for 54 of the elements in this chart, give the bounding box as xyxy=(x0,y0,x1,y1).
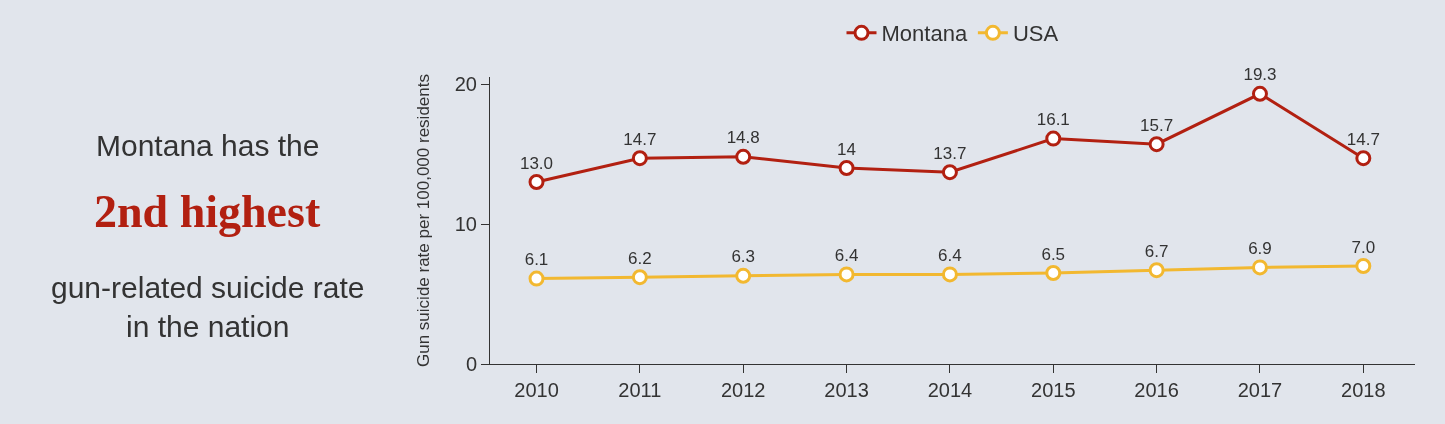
x-tick-label: 2012 xyxy=(720,379,766,401)
x-tick-label: 2014 xyxy=(927,379,973,401)
text: gun-related suicide rate in the nation xyxy=(51,271,365,343)
point xyxy=(631,269,648,286)
legend-label: Montana xyxy=(881,21,968,47)
data-label: 13.0 xyxy=(519,153,554,173)
x-tick-label: 2013 xyxy=(824,379,869,401)
text: 2nd highest xyxy=(94,186,321,237)
data-label: 16.1 xyxy=(1036,110,1070,130)
y-tick-label: 0 xyxy=(465,353,477,375)
point xyxy=(1251,85,1268,102)
y-tick-label: 10 xyxy=(454,213,477,235)
point xyxy=(631,150,648,167)
point xyxy=(838,266,855,283)
text: Montana has the xyxy=(96,129,320,162)
point xyxy=(1045,130,1062,147)
data-label: 14.8 xyxy=(726,128,760,148)
data-label: 14.7 xyxy=(1346,129,1380,149)
x-tick-label: 2017 xyxy=(1237,379,1283,401)
x-tick-label: 2010 xyxy=(514,379,559,401)
point xyxy=(528,174,545,190)
data-label: 7.0 xyxy=(1351,237,1376,257)
point xyxy=(1355,150,1372,167)
x-tick-label: 2011 xyxy=(618,379,662,401)
x-tick-label: 2018 xyxy=(1341,379,1386,401)
y-tick-label: 20 xyxy=(454,73,477,95)
x-tick-label: 2016 xyxy=(1134,379,1179,401)
data-label: 19.3 xyxy=(1243,65,1277,85)
point xyxy=(1148,262,1165,279)
data-label: 6.9 xyxy=(1248,239,1272,259)
data-label: 6.3 xyxy=(731,247,756,267)
y-axis-title: Gun suicide rate per 100,000 residents xyxy=(414,74,434,367)
data-label: 6.7 xyxy=(1144,241,1169,261)
point xyxy=(941,164,958,181)
point xyxy=(1251,259,1268,276)
point xyxy=(1045,265,1062,281)
point xyxy=(838,160,855,176)
data-label: 6.4 xyxy=(938,246,962,266)
legend-label: USA xyxy=(1012,21,1059,47)
point xyxy=(1148,136,1165,153)
data-label: 6.1 xyxy=(524,250,549,270)
point xyxy=(735,267,752,284)
point xyxy=(941,266,958,283)
point xyxy=(735,148,752,165)
data-label: 14 xyxy=(837,139,857,159)
data-label: 13.7 xyxy=(933,143,967,163)
point xyxy=(1355,258,1372,274)
data-label: 6.4 xyxy=(834,246,859,266)
point xyxy=(528,270,545,287)
data-label: 6.2 xyxy=(628,248,652,268)
data-label: 14.7 xyxy=(623,129,657,149)
data-label: 15.7 xyxy=(1140,115,1174,135)
x-tick-label: 2015 xyxy=(1031,379,1076,401)
data-label: 6.5 xyxy=(1041,244,1066,264)
